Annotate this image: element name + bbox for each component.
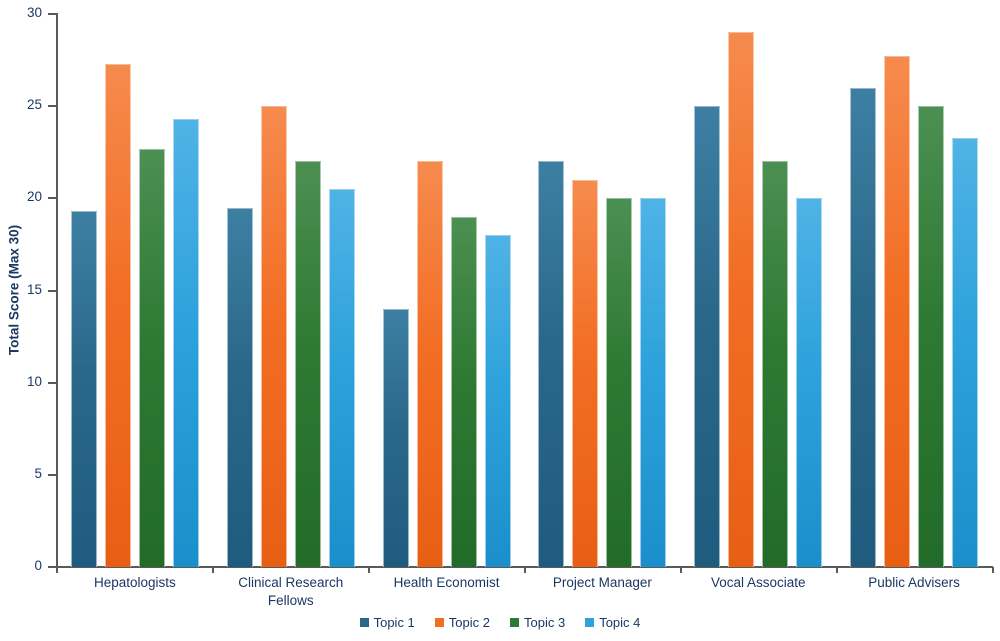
legend-item: Topic 2: [434, 614, 490, 630]
y-tick-label: 15: [26, 281, 42, 297]
x-tick-mark: [524, 567, 526, 573]
plot-area: [57, 14, 992, 567]
category-labels: Hepatologists Clinical Research Fellows He…: [57, 574, 992, 609]
bar-topic-2: [416, 161, 443, 567]
bar-group: [680, 14, 836, 567]
bar-topic-1: [694, 106, 721, 567]
y-tick-label: 10: [26, 373, 42, 389]
y-tick-label: 20: [26, 189, 42, 205]
y-tick-mark: [48, 566, 56, 568]
y-tick-mark: [48, 197, 56, 200]
bar-group: [836, 14, 992, 567]
x-tick-mark: [56, 567, 58, 573]
y-axis-line: [56, 13, 58, 568]
y-tick-label: 30: [26, 5, 42, 20]
legend-swatch-icon: [434, 617, 444, 627]
bar-topic-3: [450, 216, 477, 567]
bar-topic-4: [796, 198, 823, 567]
legend-label: Topic 2: [448, 614, 490, 630]
legend-swatch-icon: [359, 617, 369, 627]
bar-topic-1: [226, 207, 253, 567]
bar-group: [213, 14, 369, 567]
legend-swatch-icon: [585, 617, 595, 627]
y-tick-mark: [48, 105, 56, 108]
legend: Topic 1 Topic 2 Topic 3 Topic 4: [0, 611, 1000, 633]
bar-topic-4: [172, 119, 199, 567]
y-tick-mark: [48, 473, 56, 476]
bar-topic-2: [260, 106, 287, 567]
y-tick-label: 5: [34, 465, 42, 481]
bar-topic-1: [850, 87, 877, 567]
y-tick-label: 0: [34, 558, 42, 573]
y-tick-label: 25: [26, 97, 42, 113]
legend-item: Topic 3: [510, 615, 565, 630]
bar-topic-3: [918, 106, 945, 567]
bar-group: [524, 14, 680, 567]
bar-topic-4: [640, 198, 667, 567]
bar-topic-1: [382, 308, 409, 567]
y-tick-mark: [48, 289, 56, 292]
bar-topic-4: [328, 189, 355, 567]
bar-topic-1: [70, 211, 97, 567]
legend-item: Topic 4: [585, 615, 640, 630]
y-tick-mark: [48, 381, 56, 384]
category-label: Hepatologists: [94, 575, 176, 590]
x-tick-mark: [212, 567, 214, 573]
x-tick-mark: [836, 567, 838, 573]
legend-label: Topic 1: [373, 614, 415, 630]
legend-label: Topic 3: [524, 614, 566, 630]
bar-topic-2: [572, 179, 599, 567]
bar-topic-4: [484, 235, 511, 567]
x-tick-mark: [368, 567, 370, 573]
bar-group: [57, 14, 213, 567]
legend-label: Topic 4: [599, 614, 641, 630]
category-label: Public Advisers: [868, 575, 960, 590]
category-label: Clinical Research Fellows: [238, 575, 344, 608]
y-tick-mark: [48, 13, 56, 15]
category-label: Vocal Associate: [710, 575, 806, 590]
bar-topic-4: [952, 137, 979, 567]
category-label: Project Manager: [552, 575, 652, 590]
bar-topic-3: [606, 198, 633, 567]
bar-topic-2: [884, 56, 911, 567]
category-label: Health Economist: [393, 575, 500, 590]
bar-topic-3: [294, 161, 321, 567]
legend-item: Topic 1: [359, 614, 415, 630]
x-tick-mark: [680, 567, 682, 573]
bar-group: [369, 14, 525, 567]
bar-topic-3: [762, 161, 789, 567]
x-tick-mark: [992, 567, 994, 573]
bar-topic-2: [104, 63, 131, 567]
bar-topic-1: [538, 161, 565, 567]
bar-topic-2: [728, 32, 755, 567]
bar-topic-3: [138, 148, 165, 567]
legend-swatch-icon: [510, 617, 519, 627]
